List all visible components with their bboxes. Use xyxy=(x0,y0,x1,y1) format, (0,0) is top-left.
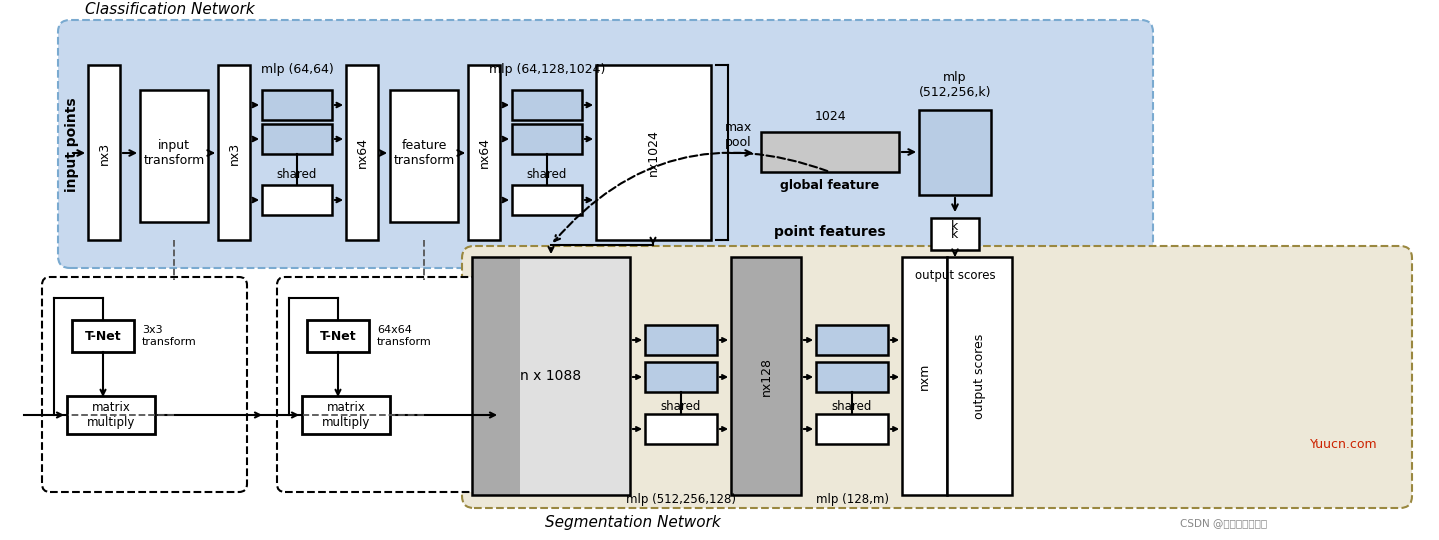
Bar xyxy=(596,65,711,240)
Text: nx64: nx64 xyxy=(355,138,368,168)
FancyBboxPatch shape xyxy=(462,246,1412,508)
Text: nx64: nx64 xyxy=(478,138,491,168)
Text: nxm: nxm xyxy=(918,362,931,390)
Text: shared: shared xyxy=(832,401,872,414)
Bar xyxy=(922,262,989,290)
Text: 64x64
transform: 64x64 transform xyxy=(377,325,432,347)
FancyBboxPatch shape xyxy=(276,277,482,492)
Text: global feature: global feature xyxy=(780,179,879,192)
Bar xyxy=(519,257,630,495)
Bar xyxy=(947,257,1012,495)
Text: input
transform: input transform xyxy=(144,139,204,167)
Bar xyxy=(761,132,899,172)
FancyBboxPatch shape xyxy=(58,20,1153,268)
Bar xyxy=(468,65,499,240)
Text: T-Net: T-Net xyxy=(319,329,357,342)
Bar xyxy=(512,124,581,154)
Text: matrix
multiply: matrix multiply xyxy=(86,401,135,429)
Text: mlp (512,256,128): mlp (512,256,128) xyxy=(626,494,735,507)
Bar xyxy=(645,325,717,355)
Text: output scores: output scores xyxy=(915,269,996,282)
Text: nx3: nx3 xyxy=(98,141,111,165)
Text: Segmentation Network: Segmentation Network xyxy=(545,516,721,530)
Text: nx128: nx128 xyxy=(760,356,773,395)
Text: Classification Network: Classification Network xyxy=(85,3,255,17)
Text: output scores: output scores xyxy=(973,333,986,418)
Bar xyxy=(645,414,717,444)
Bar xyxy=(262,90,332,120)
Bar xyxy=(72,320,134,352)
Bar xyxy=(345,65,378,240)
Text: matrix
multiply: matrix multiply xyxy=(322,401,370,429)
Text: CSDN @郑烧烩快去学习: CSDN @郑烧烩快去学习 xyxy=(1180,518,1268,528)
Bar xyxy=(816,362,888,392)
Bar xyxy=(140,90,209,222)
Bar xyxy=(816,414,888,444)
Bar xyxy=(816,325,888,355)
Text: mlp
(512,256,k): mlp (512,256,k) xyxy=(918,71,991,99)
Text: nx3: nx3 xyxy=(227,141,240,165)
Text: k: k xyxy=(951,227,958,240)
Text: Yuucn.com: Yuucn.com xyxy=(1309,438,1377,451)
Bar xyxy=(68,396,155,434)
Bar xyxy=(731,257,802,495)
Text: max
pool: max pool xyxy=(724,121,751,149)
Bar xyxy=(472,257,519,495)
Bar xyxy=(390,90,458,222)
Bar xyxy=(472,257,630,495)
Text: point features: point features xyxy=(774,225,886,239)
Bar xyxy=(262,185,332,215)
FancyBboxPatch shape xyxy=(42,277,248,492)
Text: 1024: 1024 xyxy=(814,111,846,124)
Bar xyxy=(512,90,581,120)
Bar xyxy=(645,362,717,392)
Text: nx1024: nx1024 xyxy=(646,130,659,177)
Text: 3x3
transform: 3x3 transform xyxy=(142,325,197,347)
Bar xyxy=(512,185,581,215)
Text: mlp (64,64): mlp (64,64) xyxy=(260,64,334,77)
Text: shared: shared xyxy=(527,168,567,181)
Bar xyxy=(88,65,119,240)
Bar xyxy=(902,257,947,495)
Text: mlp (128,m): mlp (128,m) xyxy=(816,494,888,507)
Text: n x 1088: n x 1088 xyxy=(521,369,581,383)
Bar xyxy=(302,396,390,434)
Bar xyxy=(307,320,368,352)
Text: T-Net: T-Net xyxy=(85,329,121,342)
Text: mlp (64,128,1024): mlp (64,128,1024) xyxy=(489,64,606,77)
Text: feature
transform: feature transform xyxy=(393,139,455,167)
Bar xyxy=(931,218,979,250)
Text: shared: shared xyxy=(276,168,317,181)
Bar xyxy=(217,65,250,240)
Text: input points: input points xyxy=(65,98,79,192)
Text: shared: shared xyxy=(661,401,701,414)
Text: k: k xyxy=(951,220,958,233)
Bar xyxy=(920,110,991,195)
Bar xyxy=(262,124,332,154)
